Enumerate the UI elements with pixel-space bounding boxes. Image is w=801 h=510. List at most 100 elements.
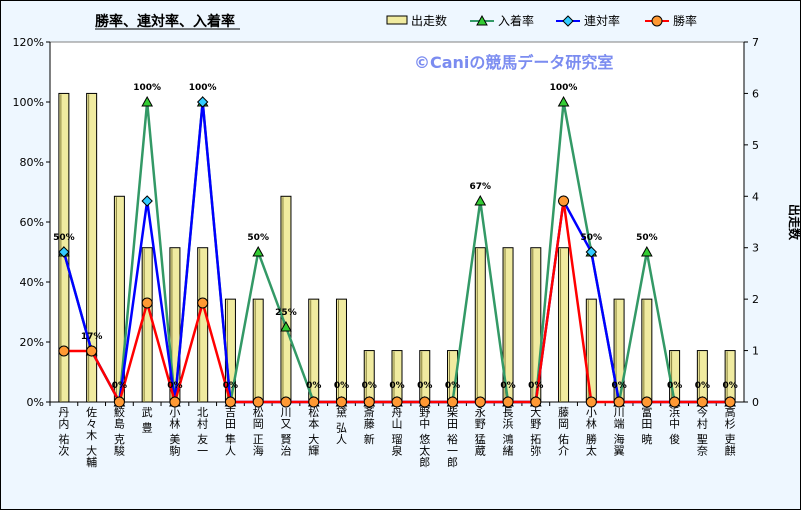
x-tick-label: 今村聖奈 xyxy=(697,405,708,458)
data-label: 17% xyxy=(81,332,103,342)
data-label: 0% xyxy=(389,381,404,391)
point-win-rate xyxy=(391,396,403,408)
point-top3-rate xyxy=(640,245,653,257)
data-label: 0% xyxy=(695,381,710,391)
data-label: 0% xyxy=(167,381,182,391)
data-label: 50% xyxy=(581,233,603,243)
data-label: 0% xyxy=(722,381,737,391)
y2-tick-label: 3 xyxy=(752,242,759,255)
x-tick-label: 舟山瑠泉 xyxy=(392,405,403,458)
x-tick-label: 小林勝太 xyxy=(586,406,597,458)
legend-swatch-starts xyxy=(386,15,408,25)
point-top3-rate xyxy=(474,194,487,206)
legend-marker-top2 xyxy=(562,15,574,27)
y2-tick-label: 4 xyxy=(752,190,759,203)
data-label: 50% xyxy=(636,233,658,243)
point-top2-rate xyxy=(141,195,153,207)
legend-label: 勝率 xyxy=(673,13,697,28)
x-tick-label: 長浜鴻緒 xyxy=(503,406,514,458)
point-win-rate xyxy=(641,396,653,408)
x-tick-label: 丹内祐次 xyxy=(58,406,69,458)
x-tick-label: 永野猛蔵 xyxy=(475,405,486,458)
x-tick-label: 吉田隼人 xyxy=(225,406,236,458)
point-top3-rate xyxy=(280,320,292,332)
point-win-rate xyxy=(419,396,431,408)
chart-title: 勝率、連対率、入着率 xyxy=(95,13,235,30)
x-tick-label: 武豊 xyxy=(142,406,153,435)
legend-marker-top3 xyxy=(476,14,488,26)
data-label: 0% xyxy=(445,381,460,391)
x-tick-label: 高杉吏麒 xyxy=(725,405,736,458)
legend-label: 入着率 xyxy=(498,13,534,28)
data-label: 0% xyxy=(667,381,682,391)
x-tick-label: 野中悠太郎 xyxy=(419,406,430,469)
point-win-rate xyxy=(169,396,181,408)
x-tick-label: 富田暁 xyxy=(641,405,652,446)
point-win-rate xyxy=(530,396,542,408)
y-tick-label: 80% xyxy=(20,156,44,169)
plot-area: 0% 20% 40% 60% 80% 100% 120% 0 1 2 3 4 5 6 7 丹内祐次 佐々木大輔 鮫… xyxy=(13,36,759,469)
data-label: 50% xyxy=(53,233,75,243)
y-tick-label: 120% xyxy=(13,36,44,49)
y2-tick-label: 6 xyxy=(752,87,759,100)
point-win-rate xyxy=(724,396,736,408)
data-label: 25% xyxy=(275,308,297,318)
y-tick-label: 40% xyxy=(20,276,44,289)
x-tick-label: 川端海翼 xyxy=(614,406,625,458)
point-win-rate xyxy=(502,396,514,408)
point-win-rate xyxy=(58,345,70,357)
data-label: 0% xyxy=(528,381,543,391)
point-top3-rate xyxy=(557,95,570,107)
y2-tick-label: 2 xyxy=(752,293,759,306)
y2-axis-label: 出走数 xyxy=(787,204,801,241)
x-tick-label: 松本大輝 xyxy=(308,405,319,458)
y-tick-label: 100% xyxy=(13,96,44,109)
x-tick-label: 黛弘人 xyxy=(336,406,347,446)
x-tick-label: 松岡正海 xyxy=(253,405,264,458)
bar-starts xyxy=(86,92,98,403)
point-top2-rate xyxy=(196,96,209,108)
point-win-rate xyxy=(141,297,153,309)
data-label: 50% xyxy=(247,233,269,243)
x-tick-label: 北村友一 xyxy=(197,406,208,458)
legend-marker-win xyxy=(651,15,663,27)
data-label: 0% xyxy=(417,381,432,391)
data-label: 0% xyxy=(500,381,515,391)
point-win-rate xyxy=(613,396,625,408)
legend: 出走数 入着率 連対率 勝率 xyxy=(386,13,697,28)
y2-tick-label: 5 xyxy=(752,139,759,152)
point-top3-rate xyxy=(141,95,154,107)
point-win-rate xyxy=(224,396,236,408)
y-tick-label: 60% xyxy=(20,216,44,229)
point-win-rate xyxy=(252,396,264,408)
legend-label: 出走数 xyxy=(411,13,447,28)
point-win-rate xyxy=(280,396,292,408)
watermark: ©Caniの競馬データ研究室 xyxy=(414,53,613,72)
x-tick-label: 鮫島克駿 xyxy=(114,405,125,458)
data-label: 100% xyxy=(133,83,161,93)
point-win-rate xyxy=(86,345,98,357)
point-win-rate xyxy=(474,396,486,408)
data-label: 0% xyxy=(112,381,127,391)
x-tick-label: 佐々木大輔 xyxy=(86,405,97,469)
bar-starts xyxy=(558,247,570,403)
plot-background xyxy=(49,41,745,403)
x-tick-label: 斎藤新 xyxy=(364,405,375,446)
point-win-rate xyxy=(113,396,125,408)
x-tick-label: 川又賢治 xyxy=(280,406,291,458)
point-win-rate xyxy=(669,396,681,408)
x-tick-label: 藤岡佑介 xyxy=(558,406,569,458)
data-label: 100% xyxy=(189,83,217,93)
point-win-rate xyxy=(335,396,347,408)
y-tick-label: 0% xyxy=(27,396,44,409)
point-win-rate xyxy=(363,396,375,408)
point-top2-rate xyxy=(58,246,70,258)
data-label: 0% xyxy=(611,381,626,391)
y2-tick-label: 1 xyxy=(752,345,759,358)
data-label: 0% xyxy=(223,381,238,391)
point-win-rate xyxy=(197,297,209,309)
data-label: 0% xyxy=(362,381,377,391)
x-tick-label: 大野拓弥 xyxy=(530,405,541,458)
point-top3-rate xyxy=(252,245,265,257)
